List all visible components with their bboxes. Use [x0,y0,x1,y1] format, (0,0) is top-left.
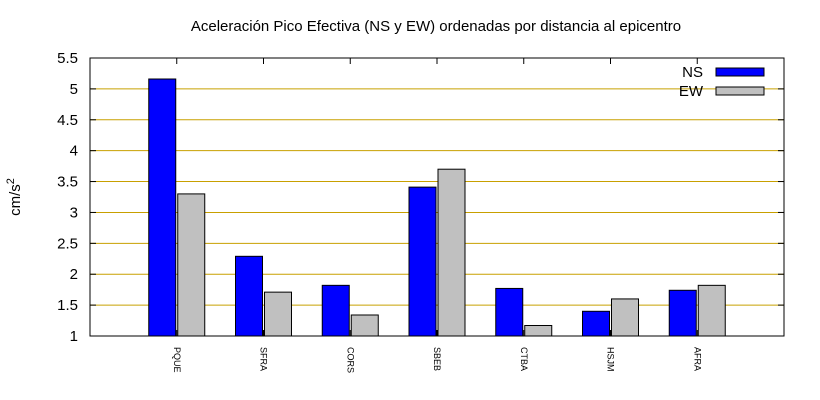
bar-ns-sfra [235,255,263,337]
y-axis-label: cm/s2 [5,178,24,216]
y-tick-label: 4 [70,143,78,160]
bar-ew-ctba [524,324,553,337]
y-tick-label: 3.5 [57,174,78,191]
bar-ew-pque [177,193,206,337]
legend-swatch-ew [715,86,765,96]
bar-ns-afra [668,289,697,337]
y-tick-label: 1.5 [57,297,78,314]
legend: NS EW [679,64,765,100]
bars [148,78,726,337]
bar-ew-sbeb [437,168,466,337]
y-tick-label: 2 [70,266,78,283]
bar-ns-pque [148,78,177,337]
x-tick-label-pque: PQUE [172,347,182,373]
bar-ns-hsjm [582,310,610,337]
x-tick-label-sfra: SFRA [259,347,269,371]
y-axis-label-superscript: 2 [5,178,17,184]
y-tick-label: 2.5 [57,235,78,252]
bar-ew-sfra [264,291,292,337]
bar-ns-ctba [495,287,524,337]
grid-lines [90,88,784,306]
y-tick-label: 1 [70,328,78,345]
y-tick-label: 5.5 [57,50,78,67]
bar-ew-cors [350,314,379,337]
y-tick-label: 3 [70,204,78,221]
y-axis: 1 1.5 2 2.5 3 3.5 4 4.5 5 5.5 [57,50,784,345]
legend-label-ns: NS [682,64,703,81]
y-tick-label: 5 [70,81,78,98]
bar-ew-hsjm [611,298,639,337]
x-tick-label-hsjm: HSJM [606,347,616,372]
x-tick-label-cors: CORS [345,347,355,373]
legend-swatch-ns [715,67,765,77]
x-axis: PQUE SFRA CORS SBEB CTBA HSJM AFRA [172,58,702,373]
chart-title: Aceleración Pico Efectiva (NS y EW) orde… [191,18,681,35]
bar-ew-afra [697,284,726,337]
bar-ns-sbeb [408,186,437,337]
legend-label-ew: EW [679,83,704,100]
x-tick-label-ctba: CTBA [519,347,529,371]
y-tick-label: 4.5 [57,112,78,129]
x-tick-label-sbeb: SBEB [432,347,442,371]
bar-ns-cors [321,284,350,337]
x-tick-label-afra: AFRA [692,347,702,371]
